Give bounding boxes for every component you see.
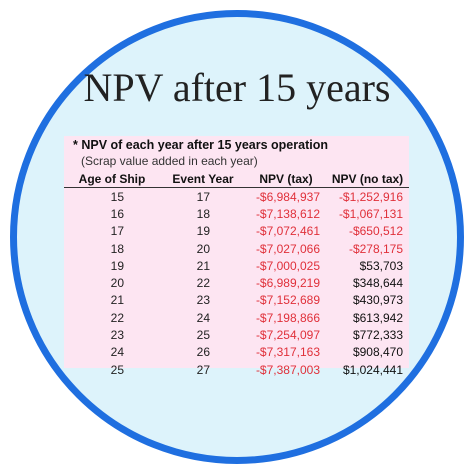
cell-age: 21 (110, 293, 124, 308)
cell-npv-no-tax: -$650,512 (348, 224, 403, 239)
column-header-age: Age of Ship (64, 171, 160, 188)
cell-event-year: 25 (196, 328, 210, 343)
cell-age: 25 (110, 362, 124, 377)
cell-age: 17 (110, 224, 124, 239)
cell-event-year: 24 (196, 310, 210, 325)
table-row: 16 18 -$7,138,612 -$1,067,131 (64, 205, 409, 222)
column-header-event-year: Event Year (160, 171, 246, 188)
npv-table-panel: * NPV of each year after 15 years operat… (64, 136, 409, 377)
table-row: 18 20 -$7,027,066 -$278,175 (64, 240, 409, 257)
cell-npv-tax: -$7,387,003 (255, 362, 320, 377)
cell-age: 19 (110, 258, 124, 273)
cell-npv-tax: -$7,254,097 (255, 328, 320, 343)
cell-npv-tax: -$7,198,866 (255, 310, 320, 325)
cell-npv-tax: -$7,138,612 (255, 206, 320, 221)
table-note: * NPV of each year after 15 years operat… (73, 138, 328, 152)
cell-npv-no-tax: $613,942 (352, 310, 403, 325)
cell-age: 22 (110, 310, 124, 325)
cell-npv-no-tax: $430,973 (352, 293, 403, 308)
cell-npv-tax: -$7,000,025 (255, 258, 320, 273)
table-row: 15 17 -$6,984,937 -$1,252,916 (64, 188, 409, 206)
cell-event-year: 20 (196, 241, 210, 256)
cell-event-year: 18 (196, 206, 210, 221)
cell-age: 16 (110, 206, 124, 221)
cell-npv-no-tax: $1,024,441 (342, 362, 403, 377)
column-header-npv-tax: NPV (tax) (246, 171, 326, 188)
cell-event-year: 22 (196, 276, 210, 291)
cell-event-year: 21 (196, 258, 210, 273)
cell-npv-no-tax: -$1,252,916 (338, 189, 403, 204)
cell-npv-tax: -$7,317,163 (255, 345, 320, 360)
table-row: 21 23 -$7,152,689 $430,973 (64, 292, 409, 309)
cell-npv-no-tax: $348,644 (352, 276, 403, 291)
cell-npv-tax: -$6,984,937 (255, 189, 320, 204)
table-subnote: (Scrap value added in each year) (81, 154, 258, 168)
page-title: NPV after 15 years (83, 65, 391, 110)
table-row: 25 27 -$7,387,003 $1,024,441 (64, 361, 409, 378)
cell-event-year: 23 (196, 293, 210, 308)
table-header-row: Age of Ship Event Year NPV (tax) NPV (no… (64, 171, 409, 188)
npv-table: Age of Ship Event Year NPV (tax) NPV (no… (64, 171, 409, 378)
cell-npv-tax: -$7,027,066 (255, 241, 320, 256)
cell-npv-tax: -$6,989,219 (255, 276, 320, 291)
table-row: 24 26 -$7,317,163 $908,470 (64, 344, 409, 361)
cell-npv-no-tax: $772,333 (352, 328, 403, 343)
table-row: 22 24 -$7,198,866 $613,942 (64, 309, 409, 326)
cell-npv-tax: -$7,072,461 (255, 224, 320, 239)
cell-event-year: 26 (196, 345, 210, 360)
table-row: 19 21 -$7,000,025 $53,703 (64, 257, 409, 274)
cell-event-year: 19 (196, 224, 210, 239)
cell-age: 20 (110, 276, 124, 291)
cell-npv-no-tax: -$278,175 (348, 241, 403, 256)
cell-age: 18 (110, 241, 124, 256)
cell-age: 23 (110, 328, 124, 343)
cell-npv-no-tax: $53,703 (359, 258, 403, 273)
cell-age: 24 (110, 345, 124, 360)
cell-event-year: 17 (196, 189, 210, 204)
cell-npv-no-tax: $908,470 (352, 345, 403, 360)
table-row: 23 25 -$7,254,097 $772,333 (64, 326, 409, 343)
cell-npv-no-tax: -$1,067,131 (338, 206, 403, 221)
cell-event-year: 27 (196, 362, 210, 377)
table-row: 20 22 -$6,989,219 $348,644 (64, 274, 409, 291)
cell-age: 15 (110, 189, 124, 204)
table-row: 17 19 -$7,072,461 -$650,512 (64, 223, 409, 240)
cell-npv-tax: -$7,152,689 (255, 293, 320, 308)
column-header-npv-no-tax: NPV (no tax) (326, 171, 409, 188)
